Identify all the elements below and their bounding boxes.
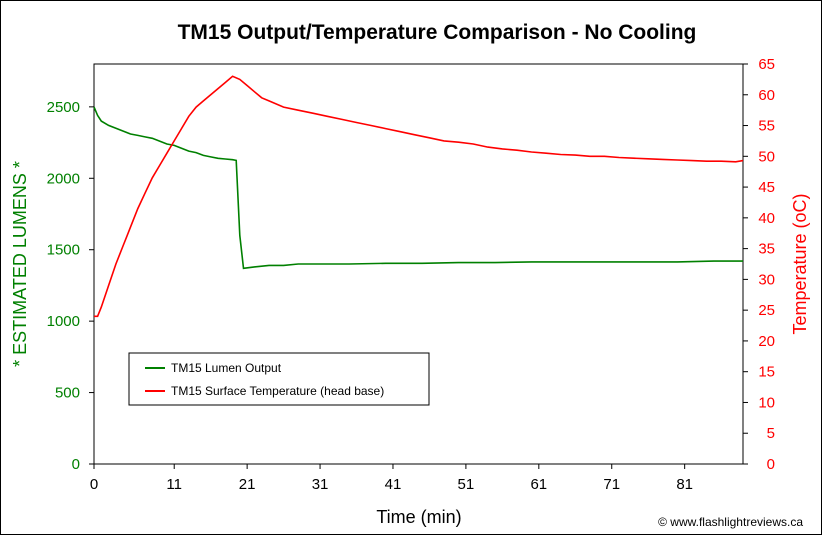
y-right-tick-label: 45 [758,179,775,196]
y-right-axis-label: Temperature (oC) [790,193,810,334]
y-left-axis-ticks: 0 500 1000 1500 2000 2500 [47,99,94,473]
y-left-tick-label: 2000 [47,170,80,187]
y-right-tick-label: 0 [767,456,775,473]
x-tick-label: 41 [385,476,402,493]
y-right-tick-label: 25 [758,302,775,319]
series-lines [93,75,744,318]
x-tick-label: 61 [530,476,547,493]
y-left-tick-label: 1500 [47,242,80,259]
y-right-tick-label: 65 [758,56,775,73]
y-right-tick-label: 35 [758,241,775,258]
y-right-tick-label: 60 [758,87,775,104]
x-tick-label: 11 [166,476,182,493]
series-line-surface-temperature [94,75,744,318]
y-left-tick-label: 1000 [47,313,80,330]
x-axis-ticks: 0 11 21 31 41 51 61 71 81 [90,464,693,493]
y-left-tick-label: 0 [72,456,80,473]
y-right-tick-label: 15 [758,364,775,381]
x-tick-label: 71 [603,476,620,493]
y-right-tick-label: 40 [758,210,775,227]
y-left-tick-label: 500 [55,385,80,402]
y-right-axis-ticks: 0 5 10 15 20 25 30 35 40 45 50 55 60 65 [743,56,775,473]
y-left-tick-label: 2500 [47,99,80,116]
y-right-tick-label: 5 [767,425,775,442]
y-right-tick-label: 30 [758,271,775,288]
x-axis-label: Time (min) [376,507,461,527]
legend-label-lumens: TM15 Lumen Output [171,361,282,375]
credit-text: © www.flashlightreviews.ca [658,515,803,529]
y-right-tick-label: 10 [758,394,775,411]
series-line-lumen-output [93,106,743,270]
x-tick-label: 31 [312,476,329,493]
legend-label-temperature: TM15 Surface Temperature (head base) [171,384,384,398]
x-tick-label: 51 [458,476,475,493]
y-right-tick-label: 55 [758,118,775,135]
y-right-tick-label: 50 [758,148,775,165]
y-left-axis-label: * ESTIMATED LUMENS * [10,161,30,367]
x-tick-label: 81 [676,476,693,493]
y-right-tick-label: 20 [758,333,775,350]
x-tick-label: 21 [239,476,256,493]
legend: TM15 Lumen Output TM15 Surface Temperatu… [128,352,430,406]
x-tick-label: 0 [90,476,98,493]
legend-box [128,352,430,406]
chart-title: TM15 Output/Temperature Comparison - No … [178,21,697,44]
